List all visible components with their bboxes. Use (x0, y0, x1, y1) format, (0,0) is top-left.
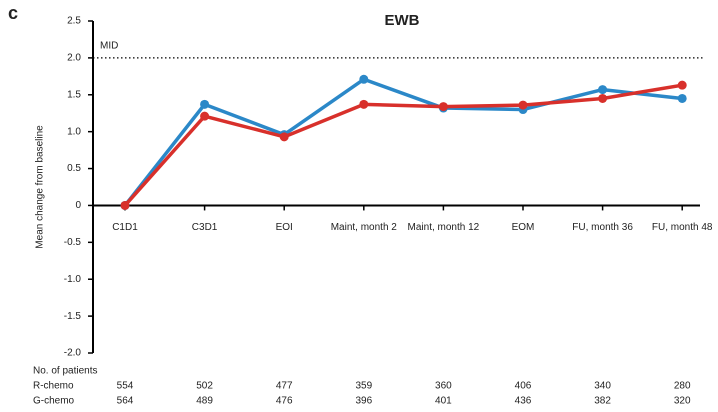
y-tick-label: 0.5 (67, 163, 81, 174)
table-cell: 489 (196, 396, 213, 407)
table-cell: 502 (196, 381, 213, 392)
table-cell: 396 (355, 396, 372, 407)
series-line (123, 83, 683, 207)
table-title: No. of patients (33, 366, 97, 377)
table-row-label: R-chemo (33, 381, 74, 392)
x-tick-label: Maint, month 12 (408, 222, 480, 233)
x-tick-label: EOI (276, 222, 293, 233)
x-tick-label: C3D1 (192, 222, 218, 233)
series-point (677, 80, 687, 90)
series-point (438, 102, 448, 112)
series-point (359, 99, 369, 109)
table-cell: 554 (117, 381, 134, 392)
series-point (677, 93, 687, 103)
table-cell: 382 (594, 396, 611, 407)
reference-label: MID (100, 41, 118, 52)
series-point (200, 111, 210, 121)
y-axis-label: Mean change from baseline (35, 125, 46, 249)
x-tick-label: EOM (512, 222, 535, 233)
y-tick-label: -0.5 (64, 237, 82, 248)
table-cell: 564 (117, 396, 134, 407)
y-tick-label: 1.5 (67, 89, 81, 100)
y-tick-label: 2.5 (67, 16, 81, 27)
x-tick-label: FU, month 36 (572, 222, 633, 233)
series-line (123, 77, 683, 207)
chart-title: EWB (385, 12, 420, 29)
series-point (279, 132, 289, 142)
table-cell: 476 (276, 396, 293, 407)
y-tick-label: -1.5 (64, 311, 82, 322)
table-cell: 406 (515, 381, 532, 392)
series-point (598, 93, 608, 103)
y-tick-label: 1.0 (67, 126, 81, 137)
x-tick-label: FU, month 48 (652, 222, 713, 233)
table-cell: 359 (355, 381, 372, 392)
table-cell: 401 (435, 396, 452, 407)
y-tick-label: 2.0 (67, 53, 81, 64)
x-tick-label: C1D1 (112, 222, 138, 233)
y-tick-label: 0 (75, 200, 81, 211)
table-cell: 477 (276, 381, 293, 392)
table-row-label: G-chemo (33, 396, 75, 407)
table-cell: 280 (674, 381, 691, 392)
table-cell: 436 (515, 396, 532, 407)
table-cell: 360 (435, 381, 452, 392)
series-point (359, 74, 369, 84)
series-point (598, 85, 608, 95)
x-tick-label: Maint, month 2 (331, 222, 398, 233)
y-tick-label: -2.0 (64, 348, 82, 359)
series-point (518, 100, 528, 110)
table-cell: 340 (594, 381, 611, 392)
table-cell: 320 (674, 396, 691, 407)
series-point (120, 200, 130, 210)
series-point (200, 99, 210, 109)
y-tick-label: -1.0 (64, 274, 82, 285)
panel-letter: c (8, 3, 18, 23)
